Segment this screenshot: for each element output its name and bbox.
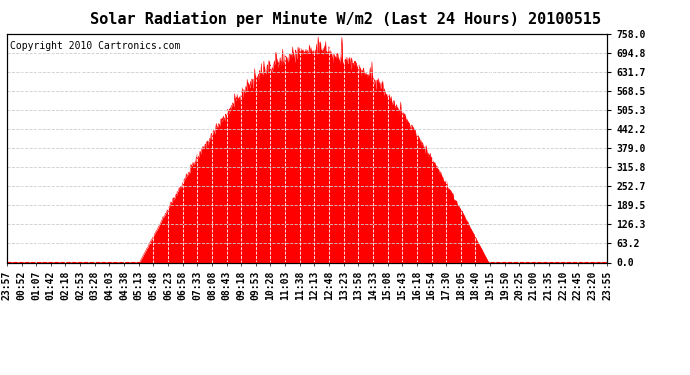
Text: Solar Radiation per Minute W/m2 (Last 24 Hours) 20100515: Solar Radiation per Minute W/m2 (Last 24…: [90, 11, 600, 27]
Text: Copyright 2010 Cartronics.com: Copyright 2010 Cartronics.com: [10, 40, 180, 51]
